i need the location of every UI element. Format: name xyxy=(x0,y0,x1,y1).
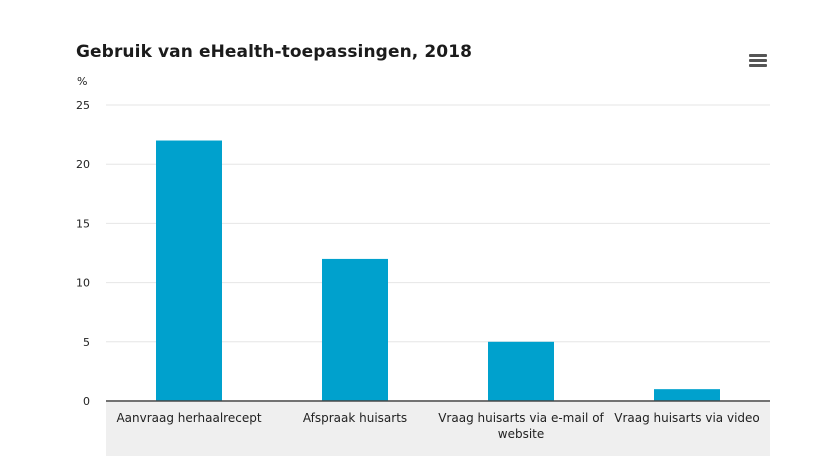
bar[interactable] xyxy=(322,258,388,401)
chart-menu-button[interactable] xyxy=(746,50,770,72)
y-tick-label: 0 xyxy=(83,395,90,408)
y-tick-label: 10 xyxy=(76,277,90,290)
category-axis-band xyxy=(106,402,770,456)
y-tick-label: 20 xyxy=(76,158,90,171)
chart-title: Gebruik van eHealth-toepassingen, 2018 xyxy=(76,42,473,62)
x-category-label: website xyxy=(498,427,545,441)
x-category-label: Afspraak huisarts xyxy=(303,411,407,425)
bar[interactable] xyxy=(488,341,554,401)
y-tick-label: 25 xyxy=(76,99,90,112)
x-category-label: Vraag huisarts via e-mail of xyxy=(438,411,604,425)
hamburger-menu-icon-line xyxy=(749,64,767,67)
bar[interactable] xyxy=(156,140,222,401)
hamburger-menu-icon-line xyxy=(749,59,767,62)
hamburger-menu-icon xyxy=(749,54,767,57)
bar[interactable] xyxy=(654,389,720,401)
x-category-label: Vraag huisarts via video xyxy=(614,411,760,425)
x-category-label: Aanvraag herhaalrecept xyxy=(116,411,261,425)
y-axis-unit-label: % xyxy=(77,75,87,88)
y-tick-label: 15 xyxy=(76,217,90,230)
y-tick-label: 5 xyxy=(83,336,90,349)
